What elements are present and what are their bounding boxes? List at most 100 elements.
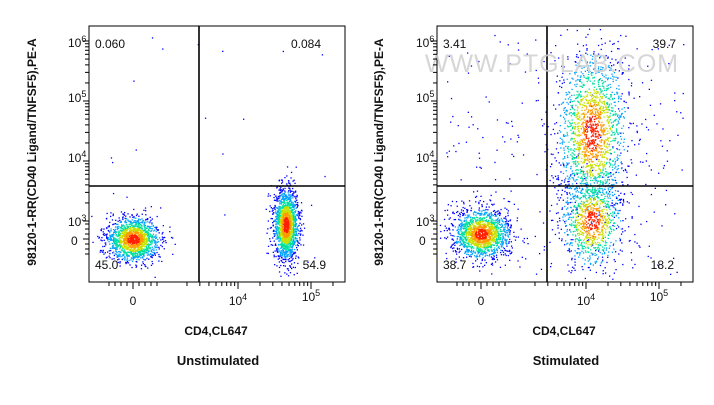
event-dot [662, 146, 663, 147]
event-dot [105, 242, 106, 243]
event-dot [615, 269, 616, 270]
event-dot [623, 133, 624, 134]
event-dot [615, 190, 616, 191]
event-dot [440, 225, 441, 226]
event-dot [558, 152, 559, 153]
event-dot [301, 216, 302, 217]
event-dot [109, 232, 110, 233]
event-dot [567, 188, 568, 189]
event-dot [445, 210, 446, 211]
event-dot [508, 230, 509, 231]
event-dot [589, 259, 590, 260]
event-dot [281, 251, 282, 252]
event-dot [589, 29, 590, 30]
event-dot [598, 45, 599, 46]
event-dot [162, 237, 163, 238]
event-dot [142, 220, 143, 221]
event-dot [482, 266, 483, 267]
event-dot [551, 263, 552, 264]
event-dot [555, 176, 556, 177]
event-dot [567, 155, 568, 156]
event-dot [282, 190, 283, 191]
event-dot [479, 255, 480, 256]
event-dot [471, 251, 472, 252]
event-dot [594, 182, 595, 183]
event-dot [554, 123, 555, 124]
event-dot [280, 211, 281, 212]
event-dot [508, 215, 509, 216]
event-dot [669, 140, 670, 141]
event-dot [618, 217, 619, 218]
event-dot [135, 218, 136, 219]
event-dot [618, 226, 619, 227]
event-dot [456, 201, 457, 202]
event-dot [145, 266, 146, 267]
event-dot [292, 239, 293, 240]
event-dot [156, 249, 157, 250]
event-dot [125, 262, 126, 263]
event-dot [609, 191, 610, 192]
event-dot [589, 255, 590, 256]
event-dot [132, 261, 133, 262]
event-dot [455, 219, 456, 220]
event-dot [571, 258, 572, 259]
event-dot [628, 226, 629, 227]
event-dot [567, 198, 568, 199]
event-dot [602, 260, 603, 261]
event-dot [145, 214, 146, 215]
event-dot [280, 265, 281, 266]
event-dot [614, 259, 615, 260]
event-dot [568, 271, 569, 272]
event-dot [586, 44, 587, 45]
event-dot [162, 239, 163, 240]
event-dot [608, 188, 609, 189]
event-dot [115, 247, 116, 248]
event-dot [119, 248, 120, 249]
event-dot [286, 175, 287, 176]
event-dot [103, 228, 104, 229]
event-dot [629, 240, 630, 241]
event-dot [601, 38, 602, 39]
event-dot [564, 206, 565, 207]
event-dot [297, 263, 298, 264]
event-dot [571, 207, 572, 208]
event-dot [634, 264, 635, 265]
event-dot [461, 220, 462, 221]
event-dot [645, 119, 646, 120]
event-dot [491, 195, 492, 196]
event-dot [642, 82, 643, 83]
event-dot [561, 240, 562, 241]
event-dot [150, 253, 151, 254]
event-dot [128, 238, 129, 239]
event-dot [559, 218, 560, 219]
event-dot [619, 115, 620, 116]
event-dot [115, 223, 116, 224]
event-dot [577, 190, 578, 191]
event-dot [637, 132, 638, 133]
event-dot [473, 212, 474, 213]
event-dot [480, 200, 481, 201]
event-dot [120, 254, 121, 255]
event-dot [602, 192, 603, 193]
event-dot [604, 189, 605, 190]
event-dot [500, 224, 501, 225]
event-dot [285, 261, 286, 262]
event-dot [175, 244, 176, 245]
event-dot [506, 209, 507, 210]
event-dot [104, 235, 105, 236]
event-dot [281, 203, 282, 204]
event-dot [458, 241, 459, 242]
event-dot [513, 232, 514, 233]
event-dot [454, 213, 455, 214]
event-dot [148, 237, 149, 238]
event-dot [460, 230, 461, 231]
event-dot [612, 146, 613, 147]
event-dot [133, 239, 134, 240]
event-dot [475, 260, 476, 261]
event-dot [573, 178, 574, 179]
event-dot [296, 200, 297, 201]
event-dot [602, 257, 603, 258]
event-dot [119, 232, 120, 233]
event-dot [588, 260, 589, 261]
event-dot [158, 247, 159, 248]
